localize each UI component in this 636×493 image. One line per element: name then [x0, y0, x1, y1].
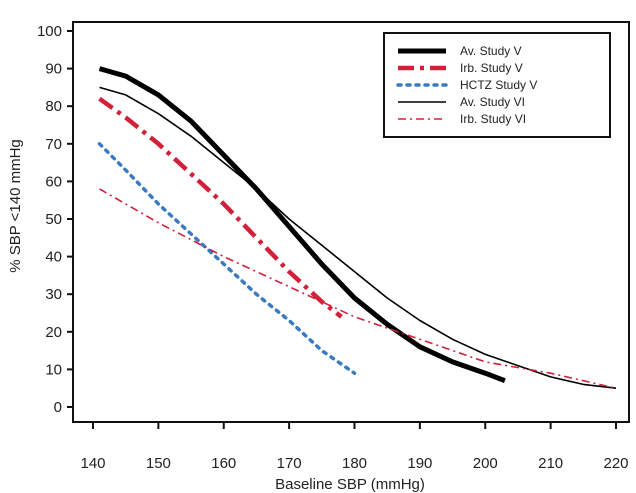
y-tick-label: 30: [45, 286, 62, 303]
legend-label: Irb. Study VI: [460, 112, 526, 126]
y-tick-label: 90: [45, 61, 62, 78]
x-tick-label: 160: [211, 455, 236, 472]
legend-label: Irb. Study V: [460, 61, 523, 75]
series-line-1: [98, 66, 506, 384]
y-axis-label: % SBP <140 mmHg: [7, 139, 24, 273]
x-tick-label: 140: [80, 455, 105, 472]
y-axis: 0 10 20 30 40 50 60 70 80 90 100: [37, 23, 73, 416]
series-line-3: [97, 142, 357, 375]
series-line-5: [99, 188, 617, 389]
legend-label: HCTZ Study V: [460, 78, 537, 92]
y-tick-label: 80: [45, 98, 62, 115]
y-tick-label: 20: [45, 324, 62, 341]
y-tick-label: 40: [45, 249, 62, 266]
x-tick-label: 210: [538, 455, 563, 472]
y-tick-label: 70: [45, 136, 62, 153]
x-axis: 140 150 160 170 180 190 200 210 220: [80, 422, 629, 472]
x-tick-label: 150: [146, 455, 171, 472]
y-tick-label: 100: [37, 23, 62, 40]
x-tick-label: 220: [603, 455, 628, 472]
y-tick-label: 60: [45, 173, 62, 190]
y-tick-label: 50: [45, 211, 62, 228]
legend-label: Av. Study VI: [460, 95, 525, 109]
y-tick-label: 10: [45, 361, 62, 378]
legend: Av. Study V Irb. Study V HCTZ Study V Av. S…: [383, 32, 611, 138]
series-layer: [97, 66, 617, 389]
x-tick-label: 200: [473, 455, 498, 472]
x-tick-label: 170: [277, 455, 302, 472]
y-tick-label: 0: [54, 399, 62, 416]
x-tick-label: 190: [407, 455, 432, 472]
legend-label: Av. Study V: [460, 44, 522, 58]
series-line-2: [98, 96, 343, 319]
series-line-4: [99, 86, 617, 389]
x-tick-label: 180: [342, 455, 367, 472]
x-axis-label: Baseline SBP (mmHg): [275, 476, 425, 493]
